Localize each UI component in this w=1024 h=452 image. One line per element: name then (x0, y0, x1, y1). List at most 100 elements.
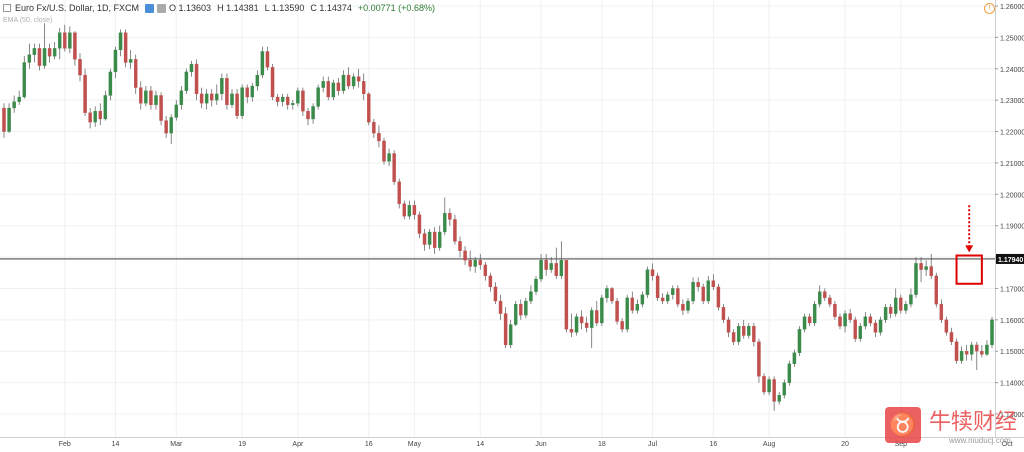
candle-body (397, 181, 401, 204)
candle (544, 253, 548, 276)
symbol-title[interactable]: Euro Fx/U.S. Dollar, 1D, FXCM (15, 3, 140, 13)
low-value: L 1.13590 (264, 3, 305, 13)
time-tick-label: Sep (895, 441, 908, 448)
candle (204, 89, 209, 110)
candle (716, 283, 721, 311)
candle-body (838, 316, 842, 327)
candle (752, 322, 756, 347)
candle (159, 92, 163, 126)
candle (767, 376, 771, 396)
candle-body (539, 260, 543, 280)
candle-body (554, 263, 558, 277)
candle-body (367, 93, 371, 123)
time-tick-label: 14 (112, 441, 120, 448)
candle (797, 326, 802, 356)
candle-body (954, 341, 959, 361)
candle (275, 93, 280, 107)
candle (230, 89, 234, 108)
candle (58, 27, 62, 60)
candle-body (63, 32, 67, 49)
price-level-label: 1.17940 (998, 257, 1023, 264)
candle-body (235, 93, 239, 116)
candle (736, 322, 741, 345)
candle (463, 246, 467, 265)
candle (828, 294, 832, 308)
candle (2, 103, 6, 138)
candle (341, 70, 346, 94)
candle-body (113, 49, 118, 73)
candle (362, 73, 366, 101)
candle-body (230, 93, 234, 106)
candle-body (519, 304, 523, 316)
candle (681, 299, 685, 316)
time-tick-label: Mar (170, 441, 183, 448)
settings-icon[interactable] (145, 3, 155, 13)
candle-body (767, 379, 771, 393)
candle-body (291, 103, 295, 106)
candle-body (270, 67, 275, 98)
candle (417, 211, 422, 239)
candle-body (346, 74, 351, 87)
candle (858, 322, 862, 342)
candle (605, 285, 609, 303)
candle-body (42, 48, 47, 66)
candle-body (128, 59, 133, 63)
candle (382, 137, 386, 165)
candle (301, 87, 305, 116)
candle (833, 301, 837, 320)
watermark-logo: ♉ 牛犊财经 www.niuducj.com (885, 404, 1017, 445)
candle (650, 263, 655, 281)
candle-body (650, 269, 655, 277)
candle (12, 95, 16, 113)
candle-body (7, 107, 11, 132)
candle (514, 301, 518, 327)
candle (52, 42, 57, 60)
candle-body (615, 300, 619, 322)
candle (296, 87, 300, 107)
candle (980, 344, 984, 358)
candle-body (929, 266, 933, 277)
candle (311, 103, 315, 124)
price-axis[interactable]: 1.26000 1.25000 1.24000 1.23000 1.22000 1.210… (995, 0, 1024, 452)
candle (863, 312, 868, 330)
candle (539, 253, 543, 283)
candle (220, 73, 224, 101)
candle-body (336, 82, 341, 91)
candle-body (828, 297, 832, 305)
candle (321, 76, 325, 93)
compare-icon[interactable] (157, 3, 167, 13)
candle (914, 257, 918, 298)
candle-body (914, 263, 918, 295)
candle-body (508, 324, 513, 346)
collapse-legend-icon[interactable] (3, 4, 11, 12)
candle (265, 46, 270, 71)
candle-body (240, 87, 244, 116)
candle (93, 106, 97, 127)
candle-body (752, 325, 756, 342)
candle-body (868, 316, 873, 324)
candle-body (949, 332, 954, 342)
candle-body (630, 297, 634, 311)
chart-grid (0, 0, 1008, 437)
candle (818, 285, 822, 308)
candle-body (711, 280, 716, 288)
candle-body (620, 321, 624, 330)
candle-body (924, 266, 928, 270)
candle-body (199, 93, 204, 104)
candle (919, 257, 923, 283)
candle-body (807, 316, 812, 324)
candle (559, 241, 564, 280)
candle (134, 54, 138, 94)
alert-icon[interactable]: ! (984, 3, 995, 14)
candle-body (757, 341, 761, 377)
candle-body (579, 316, 584, 324)
time-axis[interactable]: Feb 14 Mar 19 Apr 16 May 14 Jun 18 Jul 16 Aug 20 Sep Oc… (0, 437, 1024, 449)
candle-body (68, 32, 72, 49)
candle-body (671, 288, 675, 295)
indicator-label[interactable]: EMA (50, close) (3, 17, 53, 24)
candle-body (27, 54, 32, 63)
candle-body (134, 59, 138, 88)
candle-body (655, 275, 660, 299)
candle (686, 297, 690, 314)
